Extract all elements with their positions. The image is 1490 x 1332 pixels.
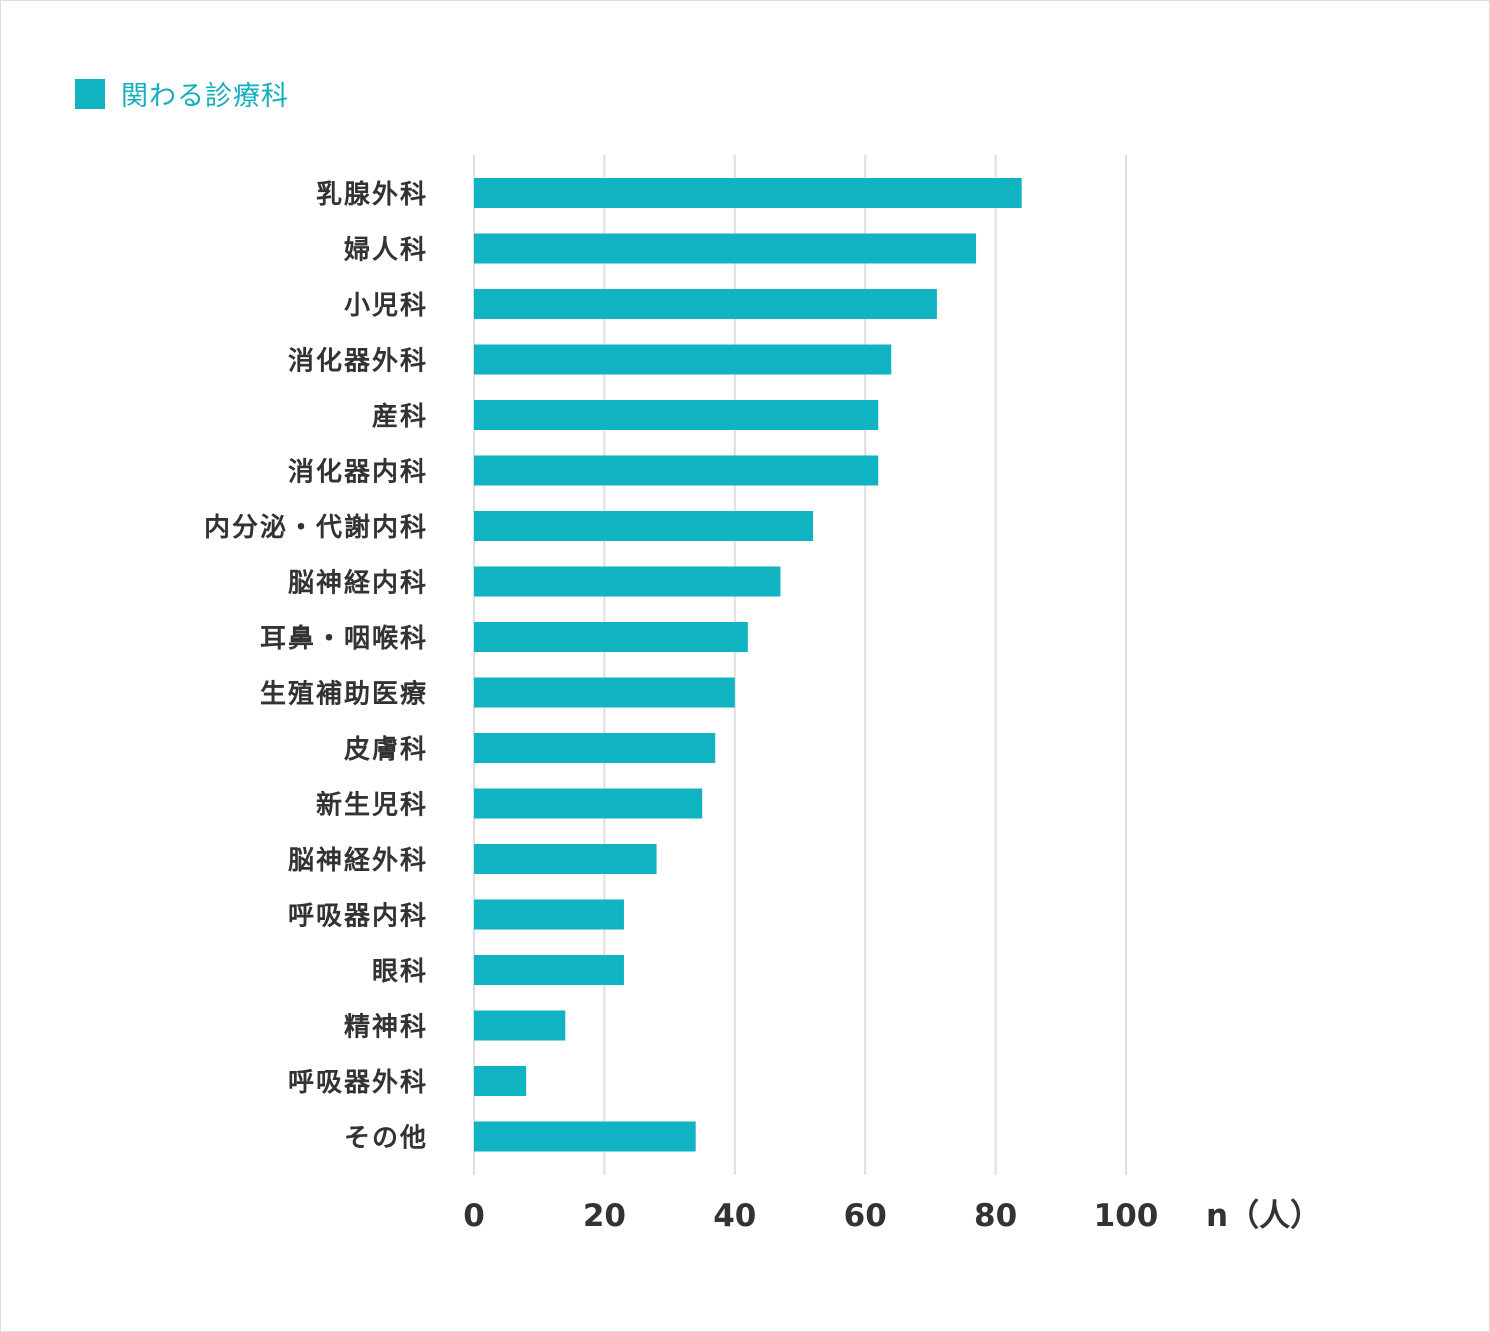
x-tick-label: 60 — [844, 1198, 887, 1234]
category-label: 脳神経外科 — [287, 845, 428, 876]
category-label: 精神科 — [344, 1013, 428, 1043]
bar — [474, 455, 879, 486]
x-tick-label: 100 — [1094, 1198, 1159, 1234]
bar — [474, 178, 1022, 208]
category-label: 生殖補助医療 — [260, 679, 428, 710]
category-label: 脳神経内科 — [287, 568, 428, 599]
bar — [474, 1010, 566, 1041]
category-label: 乳腺外科 — [316, 180, 428, 210]
legend-label: 関わる診療科 — [121, 81, 289, 112]
category-label: 呼吸器外科 — [288, 1068, 428, 1098]
bar — [474, 788, 703, 819]
bar — [474, 733, 716, 763]
x-axis-label: n（人） — [1206, 1198, 1321, 1234]
bar — [474, 400, 879, 430]
bar — [474, 233, 977, 264]
category-label: 皮膚科 — [344, 735, 428, 765]
legend-swatch — [75, 78, 105, 109]
bar — [474, 1121, 696, 1152]
bar — [474, 289, 937, 319]
bar — [474, 344, 892, 375]
bar — [474, 955, 624, 985]
category-label: 呼吸器内科 — [288, 902, 428, 932]
x-tick-label: 40 — [713, 1198, 756, 1234]
x-tick-label: 0 — [463, 1198, 485, 1234]
category-label: 消化器外科 — [288, 347, 428, 377]
bar — [474, 622, 748, 652]
legend: 関わる診療科 — [75, 74, 289, 113]
bar — [474, 1066, 527, 1096]
category-label: 内分泌・代謝内科 — [204, 512, 428, 543]
x-tick-label: 20 — [583, 1198, 626, 1234]
bar — [474, 844, 657, 874]
category-label: 小児科 — [344, 291, 428, 321]
category-label: 婦人科 — [343, 236, 428, 266]
category-label: 眼科 — [372, 957, 428, 987]
category-label: 新生児科 — [316, 790, 428, 821]
category-label: 産科 — [372, 401, 428, 432]
bar — [474, 566, 781, 597]
category-label: 消化器内科 — [288, 458, 428, 488]
x-tick-label: 80 — [974, 1198, 1017, 1234]
bar — [474, 511, 814, 541]
bar — [474, 677, 735, 708]
category-label: その他 — [344, 1124, 428, 1154]
bar — [474, 899, 624, 930]
category-label: 耳鼻・咽喉科 — [260, 623, 428, 654]
